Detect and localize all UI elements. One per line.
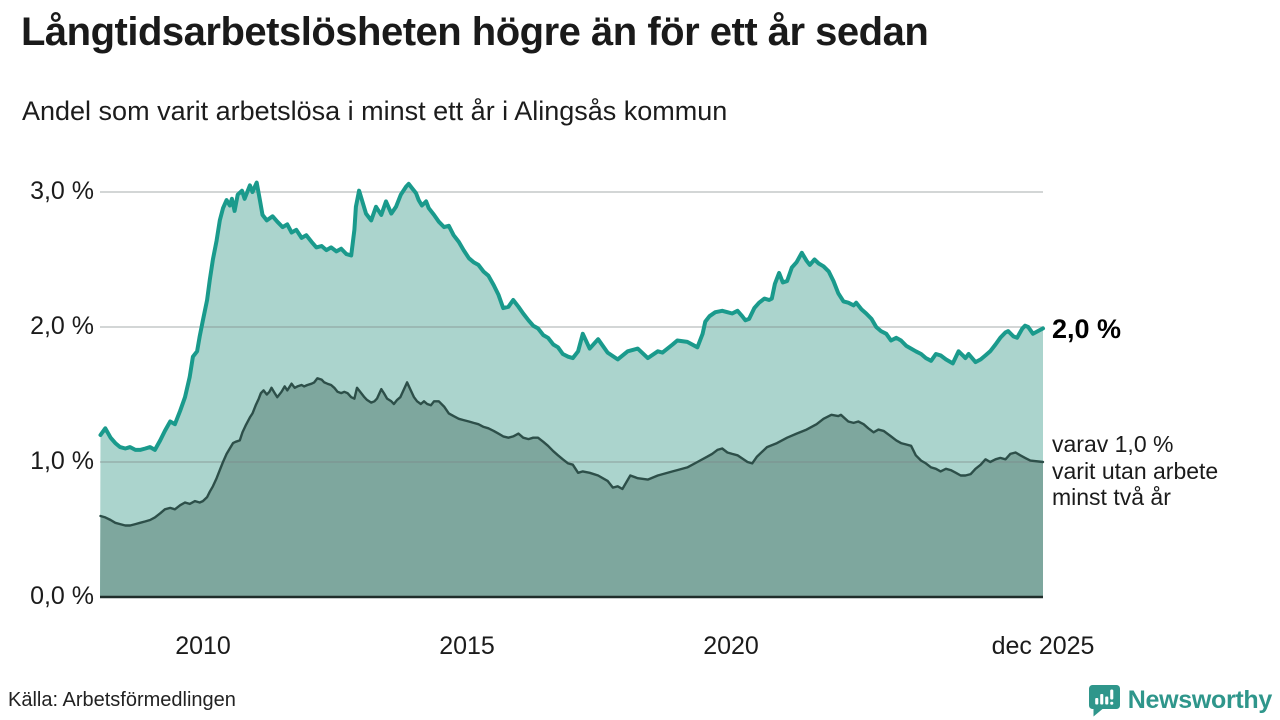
- page-title: Långtidsarbetslösheten högre än för ett …: [21, 10, 929, 54]
- newsworthy-logo: Newsworthy: [1088, 684, 1272, 717]
- unemployed-two-years-area: [100, 378, 1043, 597]
- x-axis-tick-label: 2015: [439, 632, 495, 660]
- x-axis-tick-label: 2020: [703, 632, 759, 660]
- unemployed-one-year-area: [100, 182, 1043, 597]
- unemployed-two-years-line: [99, 377, 1045, 527]
- y-axis-tick-label: 0,0 %: [30, 582, 94, 610]
- y-axis-tick-label: 3,0 %: [30, 177, 94, 205]
- newsworthy-wordmark: Newsworthy: [1127, 686, 1273, 714]
- y-axis-tick-label: 1,0 %: [30, 447, 94, 475]
- secondary-annotation-line: minst två år: [1052, 484, 1171, 510]
- chart-subtitle: Andel som varit arbetslösa i minst ett å…: [22, 96, 728, 126]
- x-axis-tick-label: dec 2025: [991, 632, 1095, 660]
- y-axis-tick-label: 2,0 %: [30, 312, 94, 340]
- secondary-annotation-line: varav 1,0 %: [1052, 431, 1174, 457]
- newsworthy-icon: [1088, 685, 1120, 717]
- secondary-annotation-line: varit utan arbete: [1052, 457, 1219, 484]
- unemployed-one-year-line: [98, 180, 1045, 452]
- secondary-annotation: varav 1,0 % varit utan arbete minst två …: [1052, 431, 1267, 511]
- x-axis-tick-label: 2010: [175, 632, 231, 660]
- last-value-label: 2,0 %: [1052, 314, 1122, 344]
- source-attribution: Källa: Arbetsförmedlingen: [8, 689, 236, 711]
